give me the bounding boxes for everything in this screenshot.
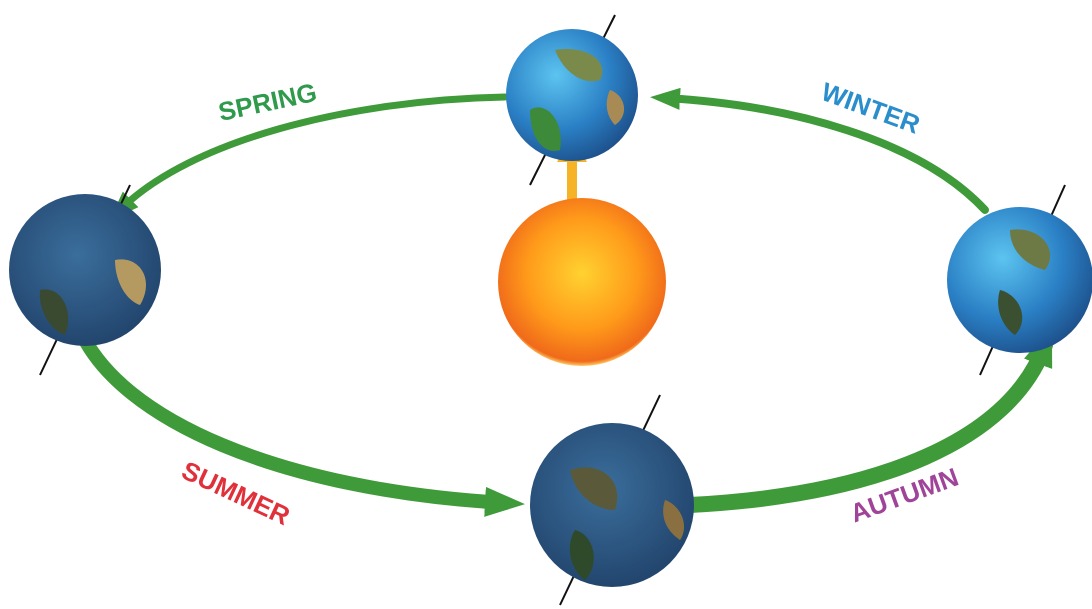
sun [498, 198, 666, 366]
winter-arrow [665, 98, 985, 210]
spring-arrow [120, 97, 505, 210]
earth-right [947, 185, 1092, 375]
seasons-diagram: SPRING WINTER SUMMER AUTUMN [0, 0, 1092, 609]
summer-arrow [80, 330, 505, 503]
page: SPRING WINTER SUMMER AUTUMN (() => { con… [0, 0, 1092, 609]
earth-bottom [530, 395, 694, 605]
earth-top [506, 15, 638, 185]
season-label: WINTER [817, 76, 924, 139]
autumn-arrow [690, 345, 1045, 505]
